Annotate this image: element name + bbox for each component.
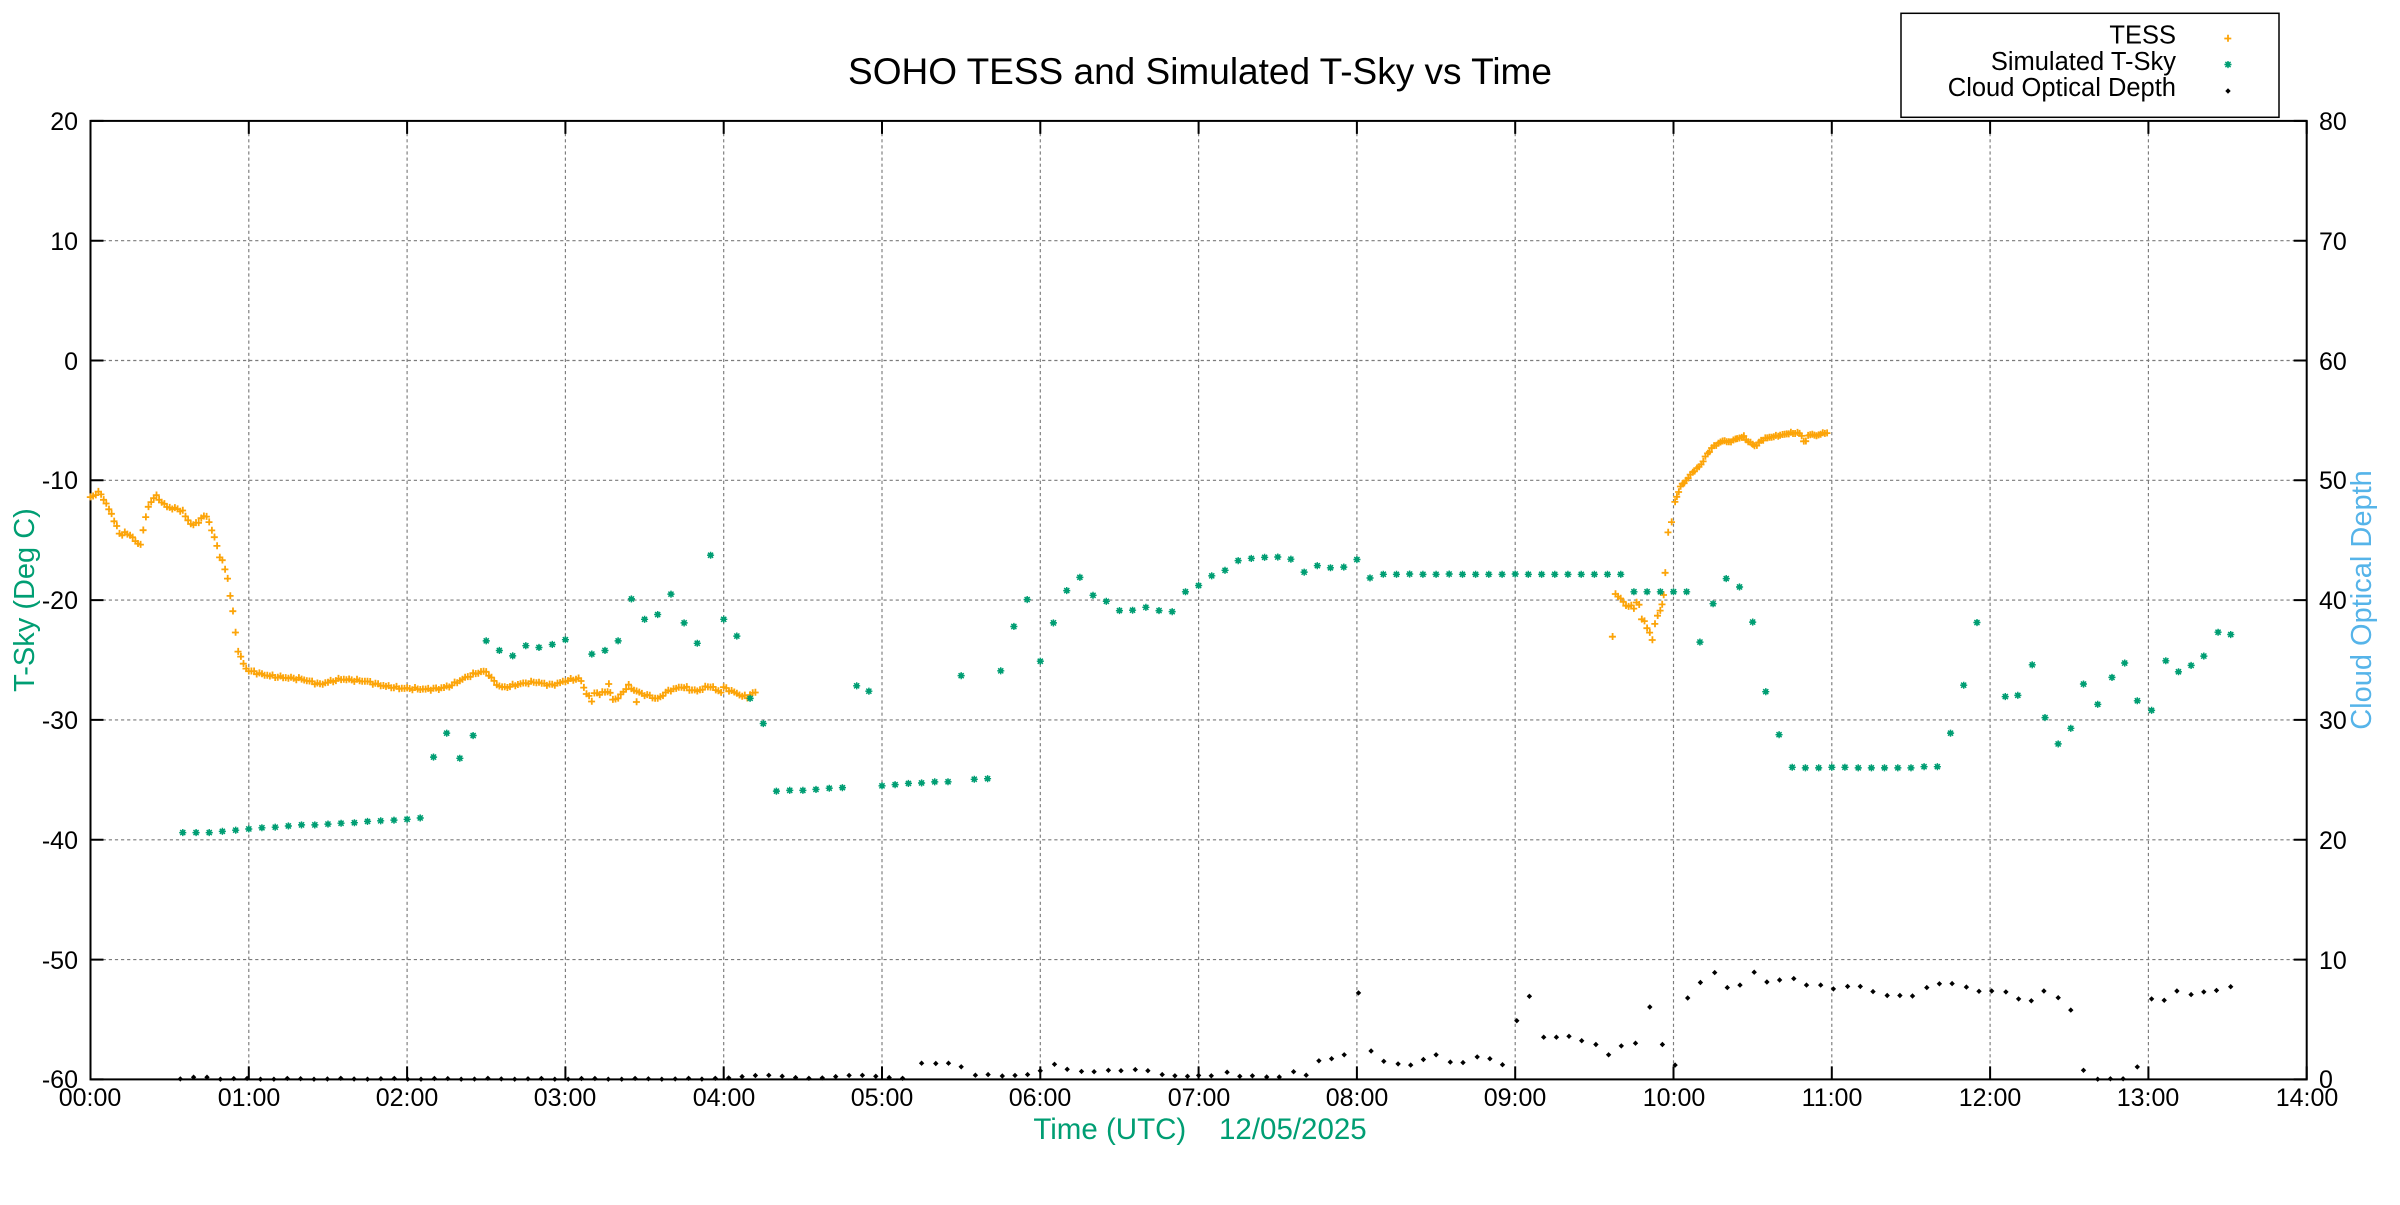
svg-text:-30: -30 xyxy=(42,707,78,735)
svg-text:-50: -50 xyxy=(42,947,78,975)
svg-text:0: 0 xyxy=(64,348,78,376)
svg-text:06:00: 06:00 xyxy=(1009,1084,1072,1112)
svg-text:10: 10 xyxy=(2319,947,2347,975)
svg-text:-20: -20 xyxy=(42,587,78,615)
svg-text:TESS: TESS xyxy=(2109,22,2176,50)
svg-text:Cloud Optical Depth: Cloud Optical Depth xyxy=(1948,74,2176,102)
svg-text:80: 80 xyxy=(2319,108,2347,136)
svg-text:60: 60 xyxy=(2319,348,2347,376)
svg-text:11:00: 11:00 xyxy=(1802,1084,1863,1112)
svg-text:-10: -10 xyxy=(42,467,78,495)
svg-text:SOHO TESS and Simulated T-Sky: SOHO TESS and Simulated T-Sky vs Time xyxy=(848,51,1552,92)
svg-text:-40: -40 xyxy=(42,827,78,855)
svg-text:07:00: 07:00 xyxy=(1168,1084,1231,1112)
svg-text:10: 10 xyxy=(50,228,78,256)
svg-text:T-Sky (Deg C): T-Sky (Deg C) xyxy=(9,508,41,692)
svg-text:13:00: 13:00 xyxy=(2117,1084,2180,1112)
svg-text:02:00: 02:00 xyxy=(376,1084,439,1112)
svg-text:20: 20 xyxy=(50,108,78,136)
svg-text:40: 40 xyxy=(2319,587,2347,615)
svg-text:20: 20 xyxy=(2319,827,2347,855)
svg-text:Simulated T-Sky: Simulated T-Sky xyxy=(1991,48,2176,76)
svg-text:-60: -60 xyxy=(42,1066,78,1094)
svg-text:Cloud Optical Depth: Cloud Optical Depth xyxy=(2346,470,2378,730)
svg-text:0: 0 xyxy=(2319,1066,2333,1094)
svg-text:10:00: 10:00 xyxy=(1643,1084,1706,1112)
svg-text:08:00: 08:00 xyxy=(1326,1084,1389,1112)
svg-text:50: 50 xyxy=(2319,467,2347,495)
svg-text:09:00: 09:00 xyxy=(1484,1084,1547,1112)
svg-text:05:00: 05:00 xyxy=(851,1084,914,1112)
svg-text:30: 30 xyxy=(2319,707,2347,735)
svg-text:04:00: 04:00 xyxy=(693,1084,756,1112)
svg-text:12:00: 12:00 xyxy=(1959,1084,2022,1112)
svg-text:01:00: 01:00 xyxy=(218,1084,281,1112)
svg-text:03:00: 03:00 xyxy=(534,1084,597,1112)
svg-text:00:00: 00:00 xyxy=(59,1084,122,1112)
svg-text:Time (UTC) 12/05/2025: Time (UTC) 12/05/2025 xyxy=(1033,1113,1366,1146)
svg-text:14:00: 14:00 xyxy=(2276,1084,2339,1112)
svg-text:70: 70 xyxy=(2319,228,2347,256)
